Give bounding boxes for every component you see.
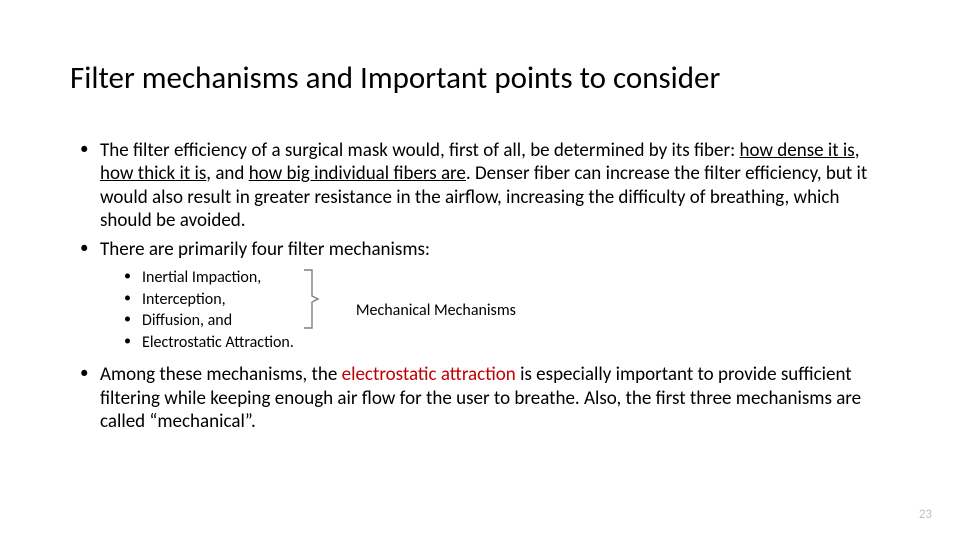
text-fragment: Among these mechanisms, the: [100, 363, 342, 386]
mechanisms-block: Inertial Impaction, Interception, Diffus…: [100, 267, 890, 353]
text-fragment: ,: [855, 139, 860, 162]
slide: Filter mechanisms and Important points t…: [0, 0, 960, 540]
text-fragment: , and: [206, 162, 248, 185]
bullet-four-mechanisms: There are primarily four filter mechanis…: [78, 238, 890, 261]
sub-item-interception: Interception,: [122, 289, 294, 311]
sub-item-diffusion: Diffusion, and: [122, 310, 294, 332]
text-fragment: The filter efficiency of a surgical mask…: [100, 139, 739, 162]
bracket-path: [304, 270, 318, 328]
sub-item-electrostatic: Electrostatic Attraction.: [122, 332, 294, 354]
bracket-graphic: [302, 267, 320, 331]
underline-dense: how dense it is: [739, 139, 854, 162]
sub-item-inertial: Inertial Impaction,: [122, 267, 294, 289]
mechanisms-sub-list: Inertial Impaction, Interception, Diffus…: [100, 267, 294, 353]
red-electrostatic: electrostatic attraction: [342, 363, 516, 386]
main-bullet-list: The filter efficiency of a surgical mask…: [70, 139, 890, 261]
bracket-icon: [302, 268, 320, 330]
bracket-label: Mechanical Mechanisms: [356, 301, 516, 320]
underline-big-fibers: how big individual fibers are: [249, 162, 466, 185]
underline-thick: how thick it is: [100, 162, 206, 185]
bullet-fiber-efficiency: The filter efficiency of a surgical mask…: [78, 139, 890, 232]
slide-title: Filter mechanisms and Important points t…: [70, 60, 890, 97]
main-bullet-list-2: Among these mechanisms, the electrostati…: [70, 363, 890, 433]
bullet-electrostatic-important: Among these mechanisms, the electrostati…: [78, 363, 890, 433]
page-number: 23: [919, 507, 932, 522]
